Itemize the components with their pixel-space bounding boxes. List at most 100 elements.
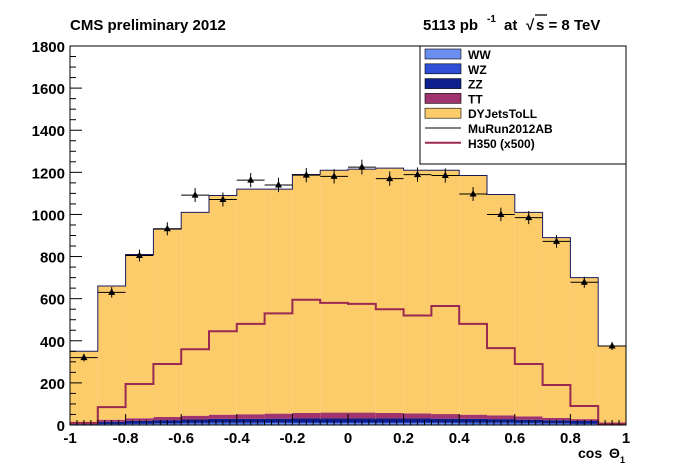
bar-tt <box>514 416 543 420</box>
data-points <box>70 159 626 362</box>
legend-entry-murun2012ab: MuRun2012AB <box>425 122 553 136</box>
x-tick-label: 0 <box>344 430 352 447</box>
bar-tt <box>375 412 404 419</box>
bar-tt <box>348 412 376 419</box>
legend-entry-tt: TT <box>424 92 483 106</box>
data-marker <box>414 170 421 178</box>
data-marker <box>386 174 394 182</box>
data-marker <box>80 353 88 361</box>
sqrt-symbol: √ <box>526 17 535 34</box>
bar-dyjetstoll <box>348 169 376 413</box>
data-point <box>375 171 404 186</box>
data-marker <box>219 195 227 202</box>
legend-entry-zz: ZZ <box>424 78 483 92</box>
data-point <box>181 188 209 203</box>
bar-dyjetstoll <box>153 229 182 417</box>
data-marker <box>302 171 310 178</box>
legend-entry-ww: WW <box>424 48 491 62</box>
bar-tt <box>292 412 321 419</box>
bar-tt <box>431 414 460 419</box>
y-tick-label: 1800 <box>32 39 65 56</box>
y-tick-label: 1200 <box>32 165 65 182</box>
stack-dyjetstoll <box>70 168 626 424</box>
data-marker <box>191 191 199 198</box>
x-tick-label: 0.6 <box>504 430 525 447</box>
x-tick-label: 1 <box>622 430 630 447</box>
lumi-at: at <box>504 17 517 34</box>
legend-label: ZZ <box>468 78 483 92</box>
bar-dyjetstoll <box>236 189 265 415</box>
bar-dyjetstoll <box>570 277 599 420</box>
data-marker <box>497 210 505 217</box>
bar-dyjetstoll <box>487 194 515 416</box>
data-marker <box>553 237 560 244</box>
legend-entry-wz: WZ <box>424 63 487 77</box>
data-marker <box>330 172 338 179</box>
header-title: CMS preliminary 2012 <box>70 17 226 34</box>
bar-tt <box>153 416 182 421</box>
x-tick-label: 0.4 <box>449 430 471 447</box>
data-point <box>403 167 432 182</box>
bar-tt <box>181 415 209 420</box>
energy-label: s = 8 TeV <box>536 17 600 34</box>
lumi-value: 5113 pb <box>423 17 478 34</box>
data-point <box>264 177 293 193</box>
bar-dyjetstoll <box>598 346 626 423</box>
data-marker <box>525 213 533 221</box>
data-marker <box>358 163 366 170</box>
bar-dyjetstoll <box>403 170 432 414</box>
data-point <box>236 172 265 188</box>
y-tick-label: 200 <box>40 376 65 393</box>
x-tick-label: -0.2 <box>279 430 305 447</box>
legend-label: MuRun2012AB <box>468 122 553 136</box>
bar-tt <box>542 417 571 421</box>
legend-swatch <box>424 78 462 89</box>
data-point <box>125 249 154 262</box>
bar-tt <box>236 414 265 419</box>
y-tick-label: 1600 <box>32 81 65 98</box>
bar-dyjetstoll <box>514 212 543 417</box>
data-marker <box>275 180 282 188</box>
bar-dyjetstoll <box>181 212 209 416</box>
bar-tt <box>459 414 487 419</box>
data-point <box>514 211 543 225</box>
bar-tt <box>320 412 348 419</box>
data-point <box>70 353 98 362</box>
legend-label: WZ <box>468 63 487 77</box>
axes: 0 200 400 600 800 1000 1200 1400 1600 1800 -1 -0.8 -… <box>32 39 631 447</box>
bar-dyjetstoll <box>431 170 460 415</box>
y-tick-label: 1400 <box>32 123 65 140</box>
legend-label: DYJetsToLL <box>468 107 537 121</box>
bar-dyjetstoll <box>542 237 571 418</box>
legend-swatch <box>424 63 462 75</box>
data-marker <box>163 224 171 232</box>
y-tick-label: 400 <box>40 334 65 351</box>
bar-tt <box>209 414 237 419</box>
x-tick-label: -0.6 <box>168 430 194 447</box>
signal-line <box>70 298 626 425</box>
data-marker <box>247 176 255 183</box>
legend-entry-h350-x500: H350 (x500) <box>425 137 535 151</box>
data-point <box>542 235 571 248</box>
data-marker <box>608 342 616 349</box>
x-axis-title: cos Θ 1 <box>578 445 625 465</box>
stack-total-outline <box>69 167 627 425</box>
data-point <box>153 222 182 236</box>
x-axis-title-theta: Θ <box>609 445 620 461</box>
header-luminosity: 5113 pb -1 at √ s = 8 TeV <box>423 14 600 34</box>
bar-dyjetstoll <box>97 286 126 420</box>
data-point <box>570 276 599 288</box>
x-tick-label: 0.2 <box>393 430 414 447</box>
data-point <box>487 207 515 222</box>
x-tick-label: 0.8 <box>560 430 581 447</box>
x-axis-title-main: cos <box>578 445 602 461</box>
bar-dyjetstoll <box>459 175 487 415</box>
x-tick-label: -0.8 <box>113 430 139 447</box>
legend-entry-dyjetstoll: DYJetsToLL <box>424 107 537 121</box>
legend-swatch <box>424 48 462 60</box>
x-tick-label: -1 <box>63 430 76 447</box>
bar-tt <box>264 413 293 419</box>
data-point <box>209 192 237 207</box>
data-marker <box>469 190 477 197</box>
